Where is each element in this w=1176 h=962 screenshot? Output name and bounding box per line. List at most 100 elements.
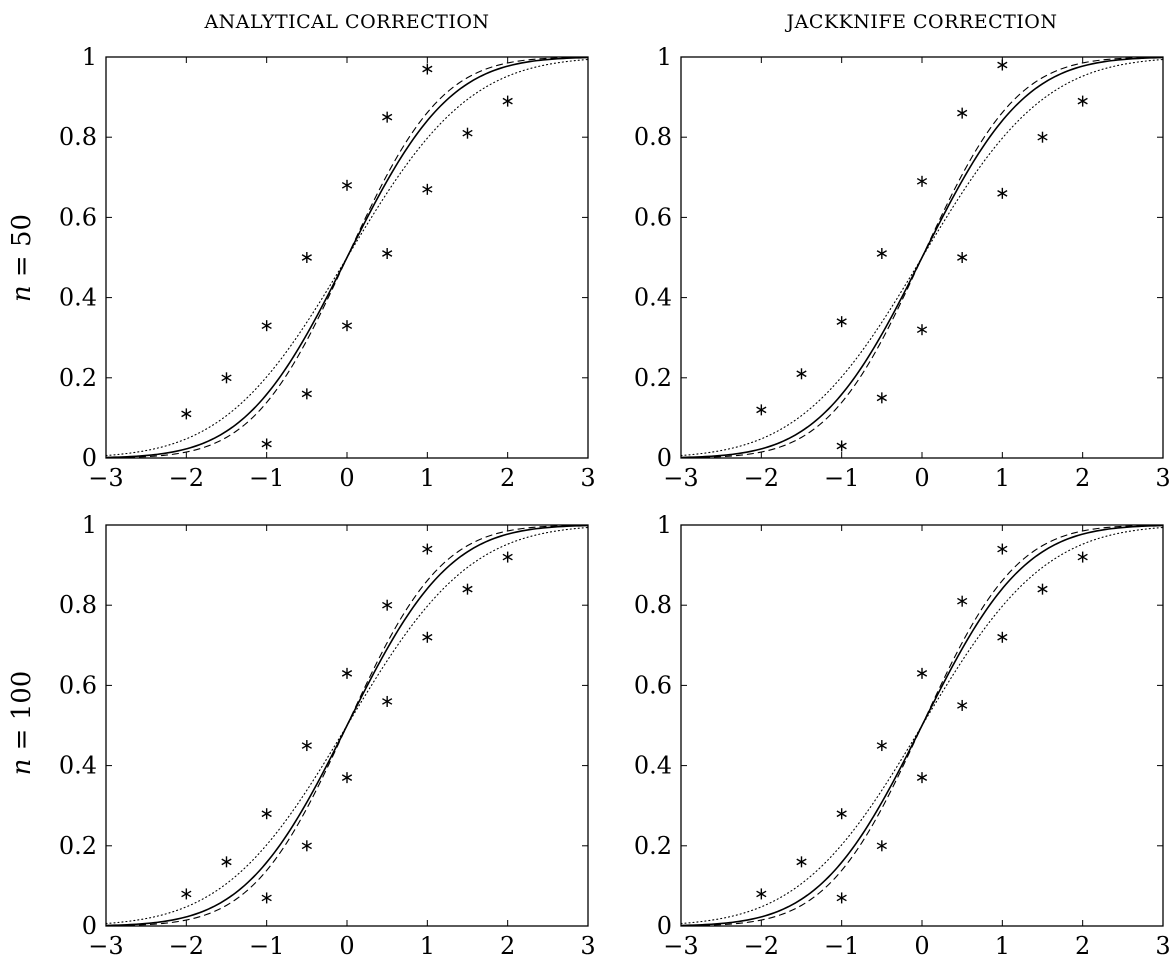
x-tick-label: 2 [1075, 464, 1090, 492]
x-tick-label: −2 [169, 932, 204, 960]
data-point-asterisk [957, 107, 968, 119]
data-point-asterisk [341, 772, 353, 784]
data-point-asterisk [957, 252, 968, 263]
data-point-asterisk [261, 808, 272, 820]
x-tick-label: 0 [339, 932, 354, 960]
data-point-asterisk [796, 856, 807, 868]
chart-panel-4: −3 −2 −1 0 1 2 3 0 0.2 0.4 0.6 0.8 1 [634, 511, 1171, 960]
data-point-asterisk [916, 324, 928, 336]
data-point-asterisk [836, 440, 847, 452]
x-tick-label: −1 [249, 464, 284, 492]
y-tick-label: 0 [82, 912, 97, 940]
data-point-asterisk [341, 320, 353, 332]
y-tick-label: 0.6 [59, 671, 97, 699]
y-tick-label: 1 [82, 511, 97, 539]
data-point-asterisk [422, 543, 433, 555]
data-point-asterisk [876, 247, 887, 259]
x-tick-label: −2 [744, 464, 779, 492]
data-point-asterisk [756, 404, 767, 416]
x-tick-label: 3 [580, 464, 595, 492]
data-point-asterisk [1077, 95, 1088, 107]
data-point-asterisk [221, 372, 232, 384]
data-point-asterisk [462, 127, 473, 139]
chart-panel-2: −3 −2 −1 0 1 2 3 0 0.2 0.4 0.6 0.8 1 [634, 43, 1171, 492]
data-point-asterisk [836, 808, 847, 820]
data-point-asterisk [301, 840, 312, 852]
x-tick-label: −2 [744, 932, 779, 960]
x-tick-label: 3 [1155, 464, 1170, 492]
y-tick-label: 0.4 [59, 752, 97, 780]
data-point-asterisk [957, 595, 968, 607]
x-tick-label: 1 [420, 464, 435, 492]
svg-text:n = 100: n = 100 [7, 671, 37, 776]
data-point-asterisk [796, 368, 807, 380]
data-point-asterisk [502, 551, 513, 563]
x-tick-label: 2 [500, 464, 515, 492]
y-tick-label: 0.8 [634, 123, 672, 151]
y-tick-label: 0 [657, 912, 672, 940]
row-label-n100: n = 100 [7, 671, 37, 776]
y-tick-label: 0.2 [634, 364, 672, 392]
y-tick-label: 0.8 [59, 123, 97, 151]
data-point-asterisk [422, 63, 433, 75]
x-tick-label: −3 [88, 464, 123, 492]
y-tick-label: 0.2 [634, 832, 672, 860]
row-label-eq: = 50 [7, 214, 37, 285]
data-point-asterisk [836, 316, 847, 328]
data-point-asterisk [1077, 551, 1088, 563]
y-tick-label: 0.4 [59, 284, 97, 312]
row-label-n50: n = 50 [7, 214, 37, 302]
x-tick-label: 0 [914, 932, 929, 960]
y-tick-label: 0.2 [59, 832, 97, 860]
data-point-asterisk [382, 599, 393, 611]
data-point-asterisk [502, 95, 513, 107]
data-point-asterisk [462, 583, 473, 595]
y-tick-label: 0 [657, 444, 672, 472]
series-line-dotted [105, 526, 589, 925]
chart-panel-1: −3 −2 −1 0 1 2 3 0 0.2 0.4 0.6 0.8 1 [59, 43, 596, 492]
data-point-asterisk [997, 543, 1008, 555]
data-point-asterisk [301, 388, 312, 400]
data-point-asterisk [382, 247, 393, 259]
data-point-asterisk [301, 740, 312, 752]
column-title-jackknife: JACKKNIFE CORRECTION [785, 11, 1058, 33]
data-point-asterisk [876, 740, 887, 752]
data-point-asterisk [341, 667, 353, 679]
series-line-dotted [105, 58, 589, 457]
x-tick-label: −2 [169, 464, 204, 492]
x-tick-label: −3 [663, 464, 698, 492]
x-tick-label: 1 [420, 932, 435, 960]
row-label-var: n [7, 285, 37, 302]
x-tick-label: 0 [339, 464, 354, 492]
y-tick-label: 0.8 [634, 591, 672, 619]
data-point-asterisk [916, 667, 928, 679]
y-tick-label: 0.6 [634, 203, 672, 231]
y-tick-label: 0.8 [59, 591, 97, 619]
x-tick-label: −1 [249, 932, 284, 960]
y-tick-label: 0 [82, 444, 97, 472]
data-point-asterisk [957, 699, 968, 711]
y-tick-label: 1 [657, 43, 672, 71]
y-tick-label: 1 [82, 43, 97, 71]
x-tick-label: −3 [663, 932, 698, 960]
row-label-var: n [7, 759, 37, 776]
data-point-asterisk [341, 179, 353, 191]
data-point-asterisk [997, 187, 1008, 199]
data-point-asterisk [422, 183, 433, 195]
data-point-asterisk [756, 888, 767, 900]
series-line-dotted [680, 526, 1164, 925]
x-tick-label: 1 [995, 464, 1010, 492]
y-tick-label: 0.2 [59, 364, 97, 392]
data-point-asterisk [916, 175, 928, 187]
x-tick-label: 3 [1155, 932, 1170, 960]
data-point-asterisk [382, 111, 393, 123]
data-point-asterisk [181, 408, 192, 420]
data-point-asterisk [836, 892, 847, 904]
data-point-asterisk [876, 840, 887, 852]
data-point-asterisk [181, 888, 192, 900]
x-tick-label: 2 [500, 932, 515, 960]
data-point-asterisk [221, 856, 232, 868]
data-point-asterisk [1037, 131, 1048, 143]
data-point-asterisk [997, 59, 1008, 71]
y-tick-label: 0.6 [634, 671, 672, 699]
